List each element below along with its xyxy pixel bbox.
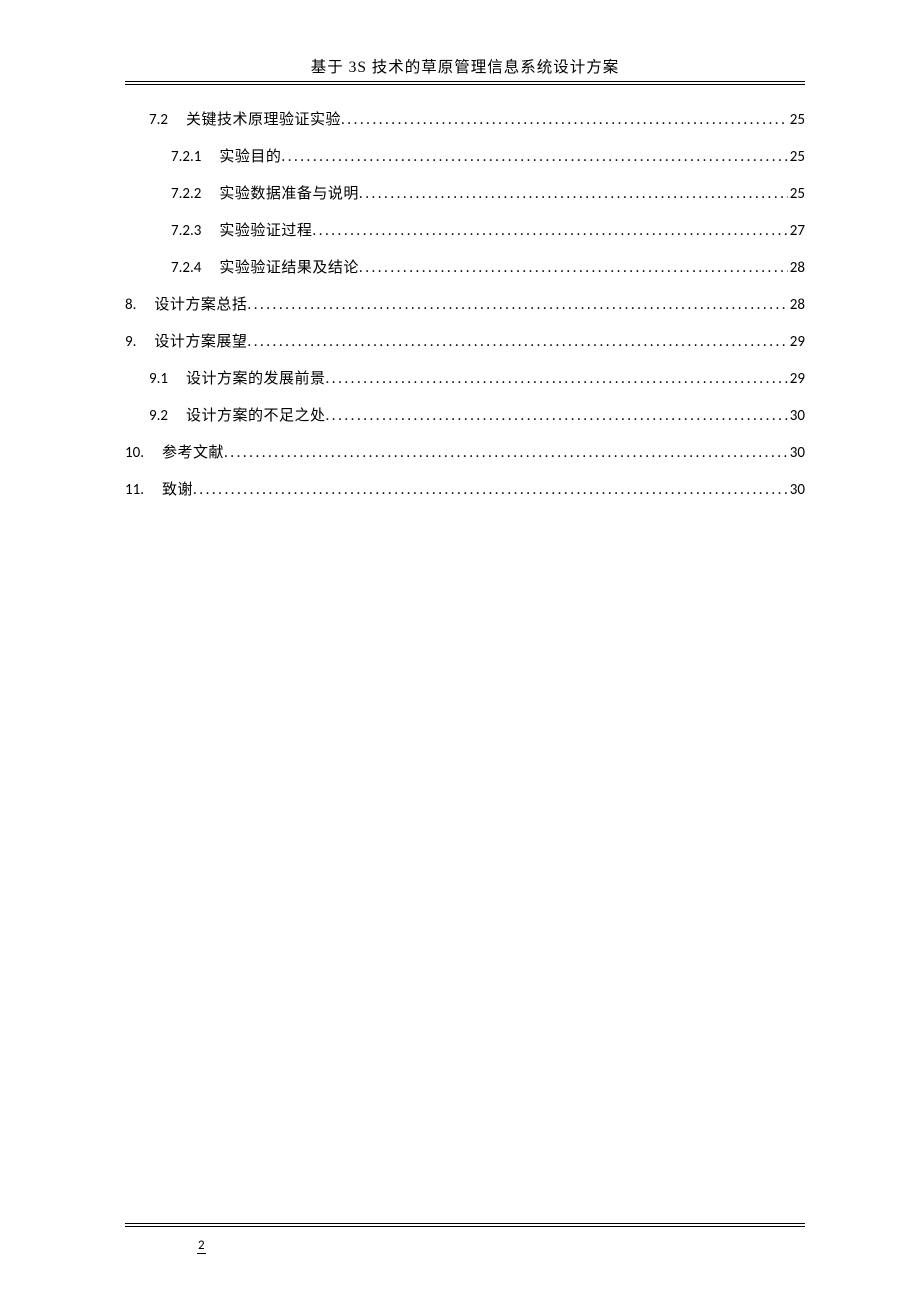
- toc-entry: 9.设计方案展望 29: [125, 333, 805, 351]
- page-number: 2: [197, 1238, 206, 1254]
- toc-leader-dots: [247, 333, 787, 351]
- toc-entry-page: 30: [788, 444, 805, 462]
- toc-entry-page: 28: [788, 296, 805, 314]
- toc-entry: 7.2.3实验验证过程 27: [125, 222, 805, 240]
- footer-rule-thin: [125, 1223, 805, 1224]
- toc-entry-title: 设计方案展望: [154, 333, 247, 351]
- toc-entry-page: 27: [788, 222, 805, 240]
- toc-leader-dots: [193, 481, 788, 499]
- toc-leader-dots: [359, 185, 788, 203]
- toc-leader-dots: [247, 296, 787, 314]
- toc-entry: 7.2.2实验数据准备与说明 25: [125, 185, 805, 203]
- page-header-rule: [125, 84, 805, 85]
- toc-entry-page: 25: [788, 148, 805, 166]
- toc-leader-dots: [312, 222, 787, 240]
- toc-entry-title: 设计方案的不足之处: [186, 407, 326, 425]
- toc-entry-page: 25: [788, 111, 805, 129]
- toc-entry-title: 致谢: [162, 481, 193, 499]
- toc-entry-number: 9.: [125, 333, 154, 351]
- toc-entry: 11.致谢 30: [125, 481, 805, 499]
- toc-entry-page: 29: [788, 370, 805, 388]
- page-number-container: 2: [0, 1238, 920, 1254]
- toc-entry-number: 7.2.4: [171, 259, 219, 277]
- toc-entry: 7.2.4实验验证结果及结论 28: [125, 259, 805, 277]
- table-of-contents: 7.2关键技术原理验证实验257.2.1实验目的257.2.2实验数据准备与说明…: [125, 111, 805, 499]
- toc-entry-page: 25: [788, 185, 805, 203]
- toc-entry-page: 30: [788, 407, 805, 425]
- footer-rule-thick: [125, 1226, 805, 1227]
- toc-entry-number: 11.: [125, 481, 162, 499]
- toc-leader-dots: [326, 370, 788, 388]
- toc-entry-number: 7.2: [149, 111, 186, 129]
- toc-leader-dots: [224, 444, 788, 462]
- toc-entry-number: 9.2: [149, 407, 186, 425]
- toc-leader-dots: [326, 407, 788, 425]
- toc-entry-number: 7.2.2: [171, 185, 219, 203]
- toc-entry-page: 29: [788, 333, 805, 351]
- toc-leader-dots: [341, 111, 788, 129]
- toc-entry-page: 28: [788, 259, 805, 277]
- toc-entry-number: 7.2.1: [171, 148, 219, 166]
- toc-entry-title: 参考文献: [162, 444, 224, 462]
- page-footer-rules: [125, 1223, 805, 1227]
- toc-entry: 9.1设计方案的发展前景 29: [125, 370, 805, 388]
- toc-entry-title: 实验数据准备与说明: [219, 185, 359, 203]
- toc-entry-number: 10.: [125, 444, 162, 462]
- toc-entry: 7.2关键技术原理验证实验 25: [125, 111, 805, 129]
- page-header-title: 基于 3S 技术的草原管理信息系统设计方案: [125, 55, 805, 82]
- toc-entry: 8.设计方案总括 28: [125, 296, 805, 314]
- toc-entry-title: 实验验证结果及结论: [219, 259, 359, 277]
- toc-entry-title: 实验目的: [219, 148, 281, 166]
- toc-entry-title: 设计方案总括: [154, 296, 247, 314]
- toc-entry-page: 30: [788, 481, 805, 499]
- toc-entry-number: 7.2.3: [171, 222, 219, 240]
- toc-entry: 9.2设计方案的不足之处 30: [125, 407, 805, 425]
- toc-entry: 7.2.1实验目的 25: [125, 148, 805, 166]
- toc-entry: 10.参考文献 30: [125, 444, 805, 462]
- toc-entry-title: 设计方案的发展前景: [186, 370, 326, 388]
- toc-entry-number: 9.1: [149, 370, 186, 388]
- toc-leader-dots: [281, 148, 787, 166]
- toc-entry-title: 实验验证过程: [219, 222, 312, 240]
- toc-entry-title: 关键技术原理验证实验: [186, 111, 341, 129]
- toc-leader-dots: [359, 259, 788, 277]
- document-page: 基于 3S 技术的草原管理信息系统设计方案 7.2关键技术原理验证实验257.2…: [0, 0, 920, 499]
- toc-entry-number: 8.: [125, 296, 154, 314]
